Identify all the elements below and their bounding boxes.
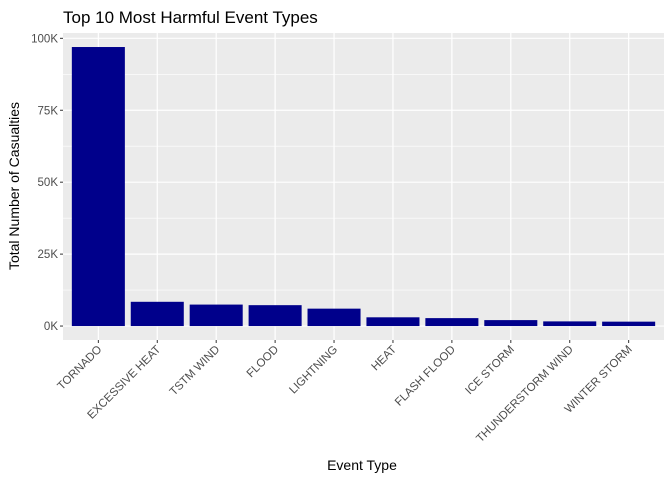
bar xyxy=(484,320,538,327)
x-tick-label: ICE STORM xyxy=(463,344,517,398)
bar xyxy=(307,308,361,327)
y-axis-title: Total Number of Casualties xyxy=(6,102,22,270)
x-tick-label: TSTM WIND xyxy=(168,344,223,399)
chart-title: Top 10 Most Harmful Event Types xyxy=(63,8,318,27)
bar xyxy=(543,321,597,327)
bar xyxy=(366,317,420,327)
x-tick-label: LIGHTNING xyxy=(287,344,340,397)
minor-gridlines xyxy=(63,73,664,291)
bar xyxy=(602,321,656,327)
x-axis-title: Event Type xyxy=(327,457,397,473)
y-tick-label: 100K xyxy=(31,33,58,45)
y-tick-label: 75K xyxy=(38,105,59,117)
x-tick-label: FLOOD xyxy=(245,344,282,381)
major-gridlines xyxy=(63,33,664,340)
bar xyxy=(130,301,184,327)
bar xyxy=(248,305,302,327)
bar xyxy=(71,47,125,327)
x-tick-label: HEAT xyxy=(370,344,400,374)
bar xyxy=(425,318,479,327)
y-tick-label: 50K xyxy=(38,177,59,189)
bars xyxy=(71,47,656,327)
y-axis: 0K 25K 50K 75K 100K xyxy=(31,33,63,333)
y-tick-label: 0K xyxy=(44,321,58,333)
x-tick-label: FLASH FLOOD xyxy=(393,344,458,409)
plot-panel xyxy=(63,33,664,340)
x-tick-label: TORNADO xyxy=(55,344,104,393)
y-tick-label: 25K xyxy=(38,249,59,261)
bar xyxy=(189,304,243,327)
x-tick-label: THUNDERSTORM WIND xyxy=(474,344,575,445)
x-tick-label: WINTER STORM xyxy=(563,344,635,416)
